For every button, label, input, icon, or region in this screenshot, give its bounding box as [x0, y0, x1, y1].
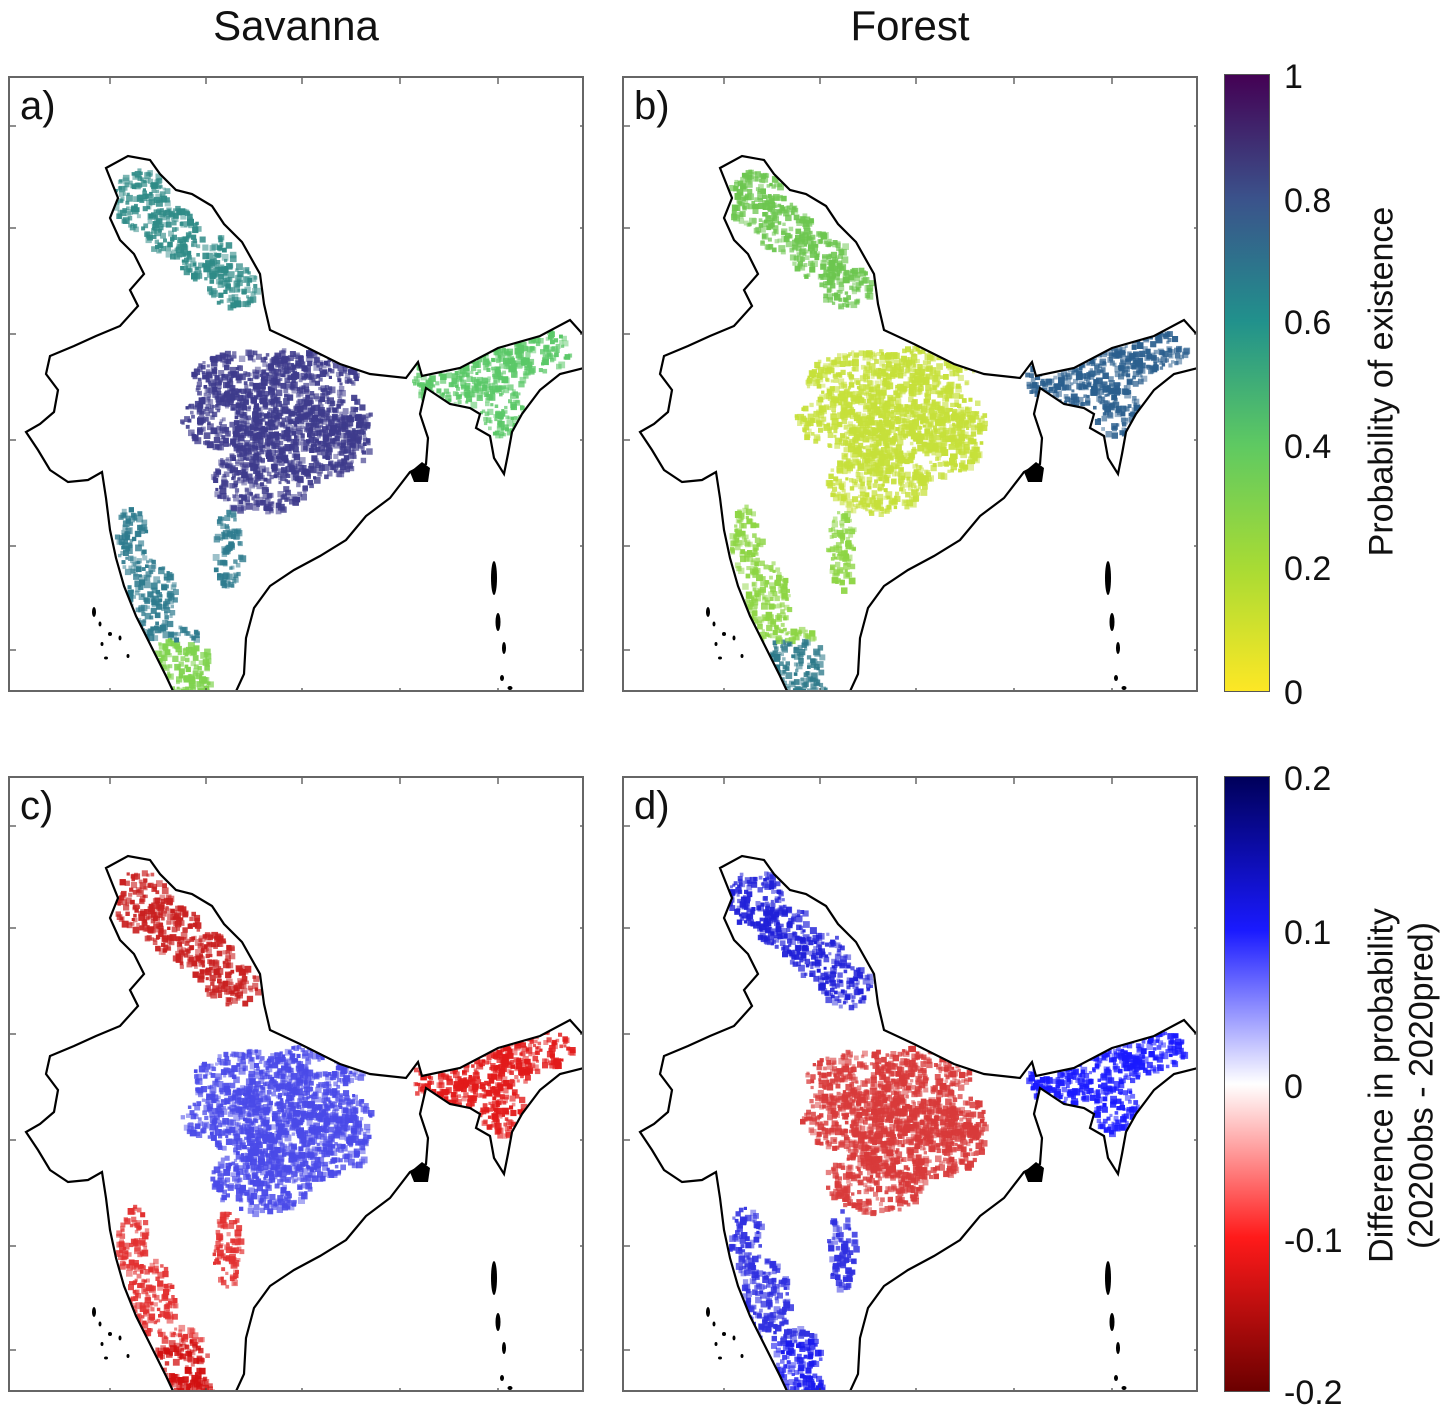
delta-landmass: [410, 462, 430, 482]
island: [1122, 1386, 1127, 1390]
island: [713, 1322, 716, 1327]
island: [99, 1322, 102, 1327]
island: [500, 675, 504, 681]
island: [101, 1342, 104, 1346]
island: [1110, 613, 1115, 631]
island: [127, 654, 130, 658]
colorbar-probability-title: Probability of existence: [1363, 172, 1402, 592]
panel-label-c: c): [20, 784, 53, 829]
island: [722, 1332, 726, 1336]
island: [715, 642, 718, 646]
island: [1116, 642, 1120, 654]
island: [92, 607, 96, 617]
island: [496, 1313, 501, 1331]
panel-label-b: b): [634, 84, 670, 129]
island: [496, 613, 501, 631]
cb-top-tick: 0: [1284, 676, 1303, 710]
island: [733, 1336, 736, 1341]
island: [508, 686, 513, 690]
island: [119, 636, 122, 641]
map-a: [10, 78, 584, 692]
island: [1114, 1375, 1118, 1381]
island: [502, 1342, 506, 1354]
vegetation-cells: [112, 870, 575, 1392]
island: [104, 1357, 108, 1360]
panel-d: d): [622, 776, 1198, 1392]
cb-bottom-tick: 0: [1284, 1070, 1303, 1104]
island: [718, 657, 722, 660]
island: [108, 632, 112, 636]
island: [1105, 1261, 1111, 1295]
cb-bottom-tick: -0.2: [1284, 1376, 1343, 1410]
map-d: [624, 778, 1198, 1392]
colorbar-probability: [1224, 74, 1270, 692]
cb-bottom-tick: 0.1: [1284, 916, 1331, 950]
island: [491, 1261, 497, 1295]
panel-a: a): [8, 76, 584, 692]
island: [1105, 561, 1111, 595]
island: [104, 657, 108, 660]
island: [92, 1307, 96, 1317]
delta-landmass: [1024, 1162, 1044, 1182]
island: [500, 1375, 504, 1381]
island: [119, 1336, 122, 1341]
island: [741, 654, 744, 658]
island: [508, 1386, 513, 1390]
vegetation-cells: [727, 871, 1188, 1392]
panel-b: b): [622, 76, 1198, 692]
cb-top-tick: 0.8: [1284, 184, 1331, 218]
panel-c: c): [8, 776, 584, 1392]
island: [99, 622, 102, 627]
island: [1114, 675, 1118, 681]
island: [718, 1357, 722, 1360]
island: [741, 1354, 744, 1358]
colorbar-difference: [1224, 776, 1270, 1392]
delta-landmass: [1024, 462, 1044, 482]
island: [1110, 1313, 1115, 1331]
cb-top-tick: 0.4: [1284, 430, 1331, 464]
column-title-forest: Forest: [622, 2, 1198, 50]
colorbar-difference-title-line1: Difference in probability: [1363, 876, 1402, 1296]
island: [706, 607, 710, 617]
island: [706, 1307, 710, 1317]
cb-top-tick: 0.6: [1284, 306, 1331, 340]
map-c: [10, 778, 584, 1392]
cb-top-tick: 0.2: [1284, 552, 1331, 586]
island: [713, 622, 716, 627]
vegetation-cells: [729, 170, 1190, 693]
island: [108, 1332, 112, 1336]
island: [101, 642, 104, 646]
delta-landmass: [410, 1162, 430, 1182]
island: [715, 1342, 718, 1346]
panel-label-d: d): [634, 784, 670, 829]
island: [733, 636, 736, 641]
island: [491, 561, 497, 595]
cb-bottom-tick: 0.2: [1284, 762, 1331, 796]
island: [722, 632, 726, 636]
island: [1116, 1342, 1120, 1354]
colorbar-difference-title-line2: (2020obs - 2020pred): [1403, 876, 1442, 1296]
panel-label-a: a): [20, 84, 56, 129]
cb-top-tick: 1: [1284, 60, 1303, 94]
island: [502, 642, 506, 654]
cb-bottom-tick: -0.1: [1284, 1224, 1343, 1258]
map-b: [624, 78, 1198, 692]
vegetation-cells: [113, 168, 572, 692]
island: [1122, 686, 1127, 690]
island: [127, 1354, 130, 1358]
column-title-savanna: Savanna: [8, 2, 584, 50]
